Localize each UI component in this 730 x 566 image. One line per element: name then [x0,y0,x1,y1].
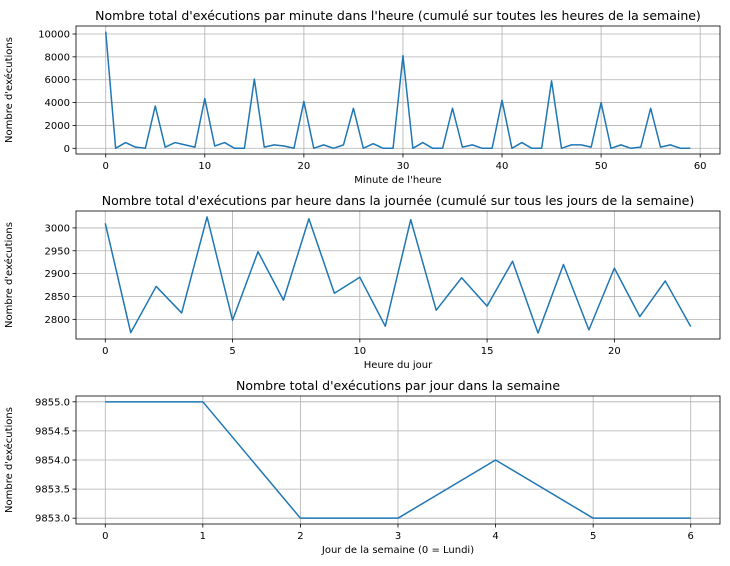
x-tick-label: 6 [688,531,694,542]
x-tick-label: 50 [595,161,608,172]
x-tick-label: 1 [200,531,206,542]
y-tick-label: 9853.5 [35,485,70,496]
axes-frame [75,25,721,155]
x-tick-label: 30 [397,161,410,172]
chart-title: Nombre total d'exécutions par minute dan… [95,8,701,23]
chart-title: Nombre total d'exécutions par heure dans… [102,193,695,208]
y-axis-label: Nombre d'exécutions [3,407,15,513]
x-tick-label: 2 [297,531,303,542]
y-axis-label: Nombre d'exécutions [3,222,15,328]
x-axis-label: Heure du jour [364,360,433,371]
chart-panel-1: 0 10 20 30 40 50 60 0 2000 4000 6000 8000 10000 Nombr… [3,8,721,186]
y-tick-label: 9854.5 [35,426,70,437]
chart-panel-3: 0 1 2 3 4 5 6 9853.0 9853.5 9854.0 9854.5 9855.0 Nom… [3,378,721,556]
x-tick-label: 3 [395,531,401,542]
chart-title: Nombre total d'exécutions par jour dans … [236,378,560,393]
y-tick-label: 10000 [38,30,70,41]
series-line [104,31,691,150]
x-axis-label: Jour de la semaine (0 = Lundi) [321,545,474,556]
y-tick-label: 4000 [45,98,70,109]
y-tick-label: 2000 [45,121,70,132]
x-tick-label: 20 [298,161,311,172]
x-tick-label: 40 [496,161,509,172]
y-tick-label: 2950 [45,246,70,257]
x-tick-label: 5 [590,531,596,542]
x-axis-label: Minute de l'heure [354,175,441,186]
chart-panel-2: 0 5 10 15 20 2800 2850 2900 2950 3000 Nombre total… [3,193,721,371]
y-tick-label: 2850 [45,292,70,303]
y-tick-label: 2900 [45,269,70,280]
x-tick-label: 5 [229,346,235,357]
y-tick-label: 9854.0 [35,456,70,467]
x-tick-label: 15 [481,346,494,357]
y-tick-label: 0 [64,144,70,155]
y-tick-label: 9853.0 [35,514,70,525]
series-line [104,216,692,334]
x-tick-label: 0 [102,531,108,542]
x-tick-label: 10 [198,161,211,172]
series-line [105,401,691,519]
x-tick-label: 0 [103,161,109,172]
x-tick-label: 10 [353,346,366,357]
x-tick-label: 20 [608,346,621,357]
y-tick-label: 2800 [45,315,70,326]
y-tick-label: 6000 [45,75,70,86]
x-tick-label: 4 [492,531,498,542]
axes-frame [75,210,721,340]
x-tick-label: 0 [102,346,108,357]
y-tick-label: 9855.0 [35,397,70,408]
y-tick-label: 8000 [45,52,70,63]
y-tick-label: 3000 [45,223,70,234]
y-axis-label: Nombre d'exécutions [3,37,15,143]
x-tick-label: 60 [694,161,707,172]
